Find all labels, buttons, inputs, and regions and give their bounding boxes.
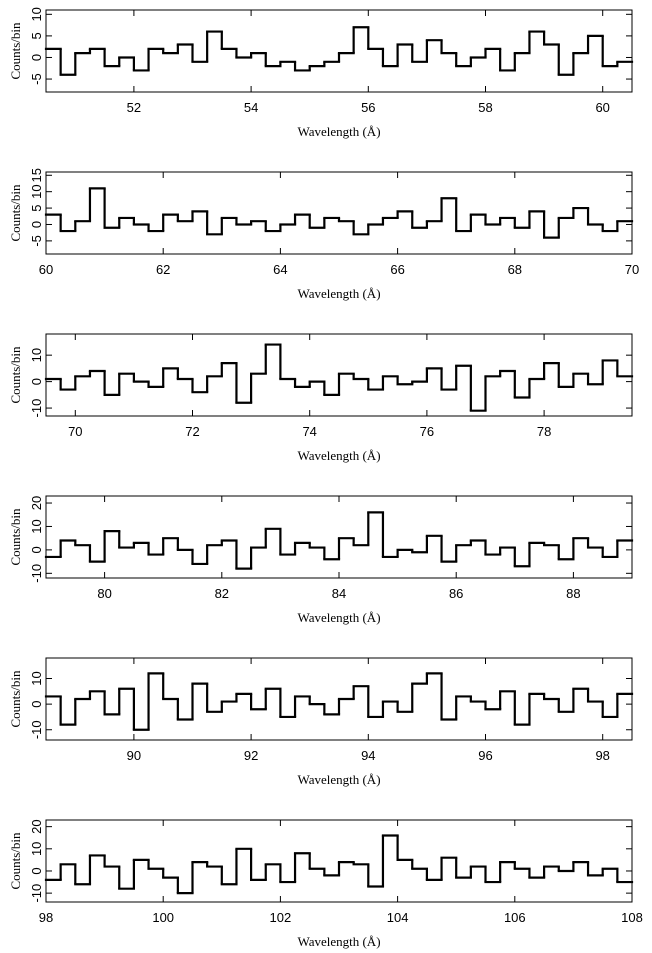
x-tick-label: 78 bbox=[537, 424, 551, 439]
x-tick-label: 86 bbox=[449, 586, 463, 601]
y-tick-label: -5 bbox=[29, 235, 44, 247]
x-tick-label: 84 bbox=[332, 586, 346, 601]
x-tick-label: 70 bbox=[68, 424, 82, 439]
y-axis-label: Counts/bin bbox=[8, 508, 23, 566]
x-tick-label: 80 bbox=[97, 586, 111, 601]
y-axis-label: Counts/bin bbox=[8, 346, 23, 404]
x-tick-label: 64 bbox=[273, 262, 287, 277]
y-tick-label: 10 bbox=[29, 519, 44, 533]
x-axis-label: Wavelength (Å) bbox=[297, 772, 380, 787]
y-axis-label: Counts/bin bbox=[8, 670, 23, 728]
x-tick-label: 74 bbox=[302, 424, 316, 439]
y-tick-label: -10 bbox=[29, 399, 44, 418]
y-tick-label: 10 bbox=[29, 842, 44, 856]
y-tick-label: 10 bbox=[29, 7, 44, 21]
panel: 80 82 84 86 88 -10 0 10 20 Wavelength (Å) Counts/b… bbox=[8, 495, 634, 625]
x-tick-label: 100 bbox=[152, 910, 174, 925]
y-tick-label: -10 bbox=[29, 564, 44, 583]
y-tick-label: 20 bbox=[29, 496, 44, 510]
y-tick-label: 0 bbox=[29, 701, 44, 708]
x-tick-label: 58 bbox=[478, 100, 492, 115]
x-axis-label: Wavelength (Å) bbox=[297, 610, 380, 625]
x-tick-label: 94 bbox=[361, 748, 375, 763]
x-tick-label: 88 bbox=[566, 586, 580, 601]
y-tick-label: 5 bbox=[29, 32, 44, 39]
x-tick-label: 98 bbox=[595, 748, 609, 763]
y-tick-label: -10 bbox=[29, 720, 44, 739]
y-tick-label: 15 bbox=[29, 168, 44, 182]
x-tick-label: 102 bbox=[270, 910, 292, 925]
y-tick-label: -5 bbox=[29, 73, 44, 85]
x-tick-label: 52 bbox=[127, 100, 141, 115]
x-tick-label: 56 bbox=[361, 100, 375, 115]
plot-frame bbox=[45, 9, 633, 93]
x-tick-label: 98 bbox=[39, 910, 53, 925]
x-tick-label: 106 bbox=[504, 910, 526, 925]
plot-frame bbox=[45, 495, 633, 579]
x-axis-label: Wavelength (Å) bbox=[297, 448, 380, 463]
y-tick-label: 5 bbox=[29, 204, 44, 211]
x-axis-label: Wavelength (Å) bbox=[297, 124, 380, 139]
y-tick-label: 0 bbox=[29, 221, 44, 228]
plot-frame bbox=[45, 819, 633, 903]
x-tick-label: 62 bbox=[156, 262, 170, 277]
x-tick-label: 82 bbox=[215, 586, 229, 601]
x-tick-label: 104 bbox=[387, 910, 409, 925]
x-tick-label: 70 bbox=[625, 262, 639, 277]
plot-frame bbox=[45, 657, 633, 741]
y-axis-label: Counts/bin bbox=[8, 22, 23, 80]
x-tick-label: 92 bbox=[244, 748, 258, 763]
panel: 60 62 64 66 68 70 -5 0 5 10 15 Wavelength (Å) Counts… bbox=[8, 168, 639, 301]
x-axis-label: Wavelength (Å) bbox=[297, 286, 380, 301]
panel: 52 54 56 58 60 -5 0 5 10 Wavelength (Å) Counts/bin bbox=[8, 7, 634, 139]
x-tick-label: 54 bbox=[244, 100, 258, 115]
y-axis-label: Counts/bin bbox=[8, 832, 23, 890]
y-tick-label: -10 bbox=[29, 884, 44, 903]
x-axis-label: Wavelength (Å) bbox=[297, 934, 380, 949]
x-tick-label: 96 bbox=[478, 748, 492, 763]
x-tick-label: 76 bbox=[420, 424, 434, 439]
panel: 98 100 102 104 106 108 -10 0 10 20 Wavelength (Å) C… bbox=[8, 819, 643, 949]
y-tick-label: 10 bbox=[29, 184, 44, 198]
x-tick-label: 68 bbox=[508, 262, 522, 277]
y-tick-label: 0 bbox=[29, 54, 44, 61]
x-tick-label: 66 bbox=[390, 262, 404, 277]
y-axis-label: Counts/bin bbox=[8, 184, 23, 242]
x-tick-label: 90 bbox=[127, 748, 141, 763]
plot-frame bbox=[45, 333, 633, 417]
x-tick-label: 60 bbox=[39, 262, 53, 277]
y-tick-label: 0 bbox=[29, 867, 44, 874]
x-tick-label: 72 bbox=[185, 424, 199, 439]
y-tick-label: 0 bbox=[29, 378, 44, 385]
panel: 90 92 94 96 98 -10 0 10 Wavelength (Å) Counts/bin bbox=[8, 657, 634, 787]
x-tick-label: 60 bbox=[595, 100, 609, 115]
panel: 70 72 74 76 78 -10 0 10 Wavelength (Å) Counts/bin bbox=[8, 333, 634, 463]
y-tick-label: 0 bbox=[29, 546, 44, 553]
plot-frame bbox=[45, 171, 633, 255]
x-tick-label: 108 bbox=[621, 910, 643, 925]
y-tick-label: 10 bbox=[29, 348, 44, 362]
y-tick-label: 20 bbox=[29, 819, 44, 833]
y-tick-label: 10 bbox=[29, 671, 44, 685]
